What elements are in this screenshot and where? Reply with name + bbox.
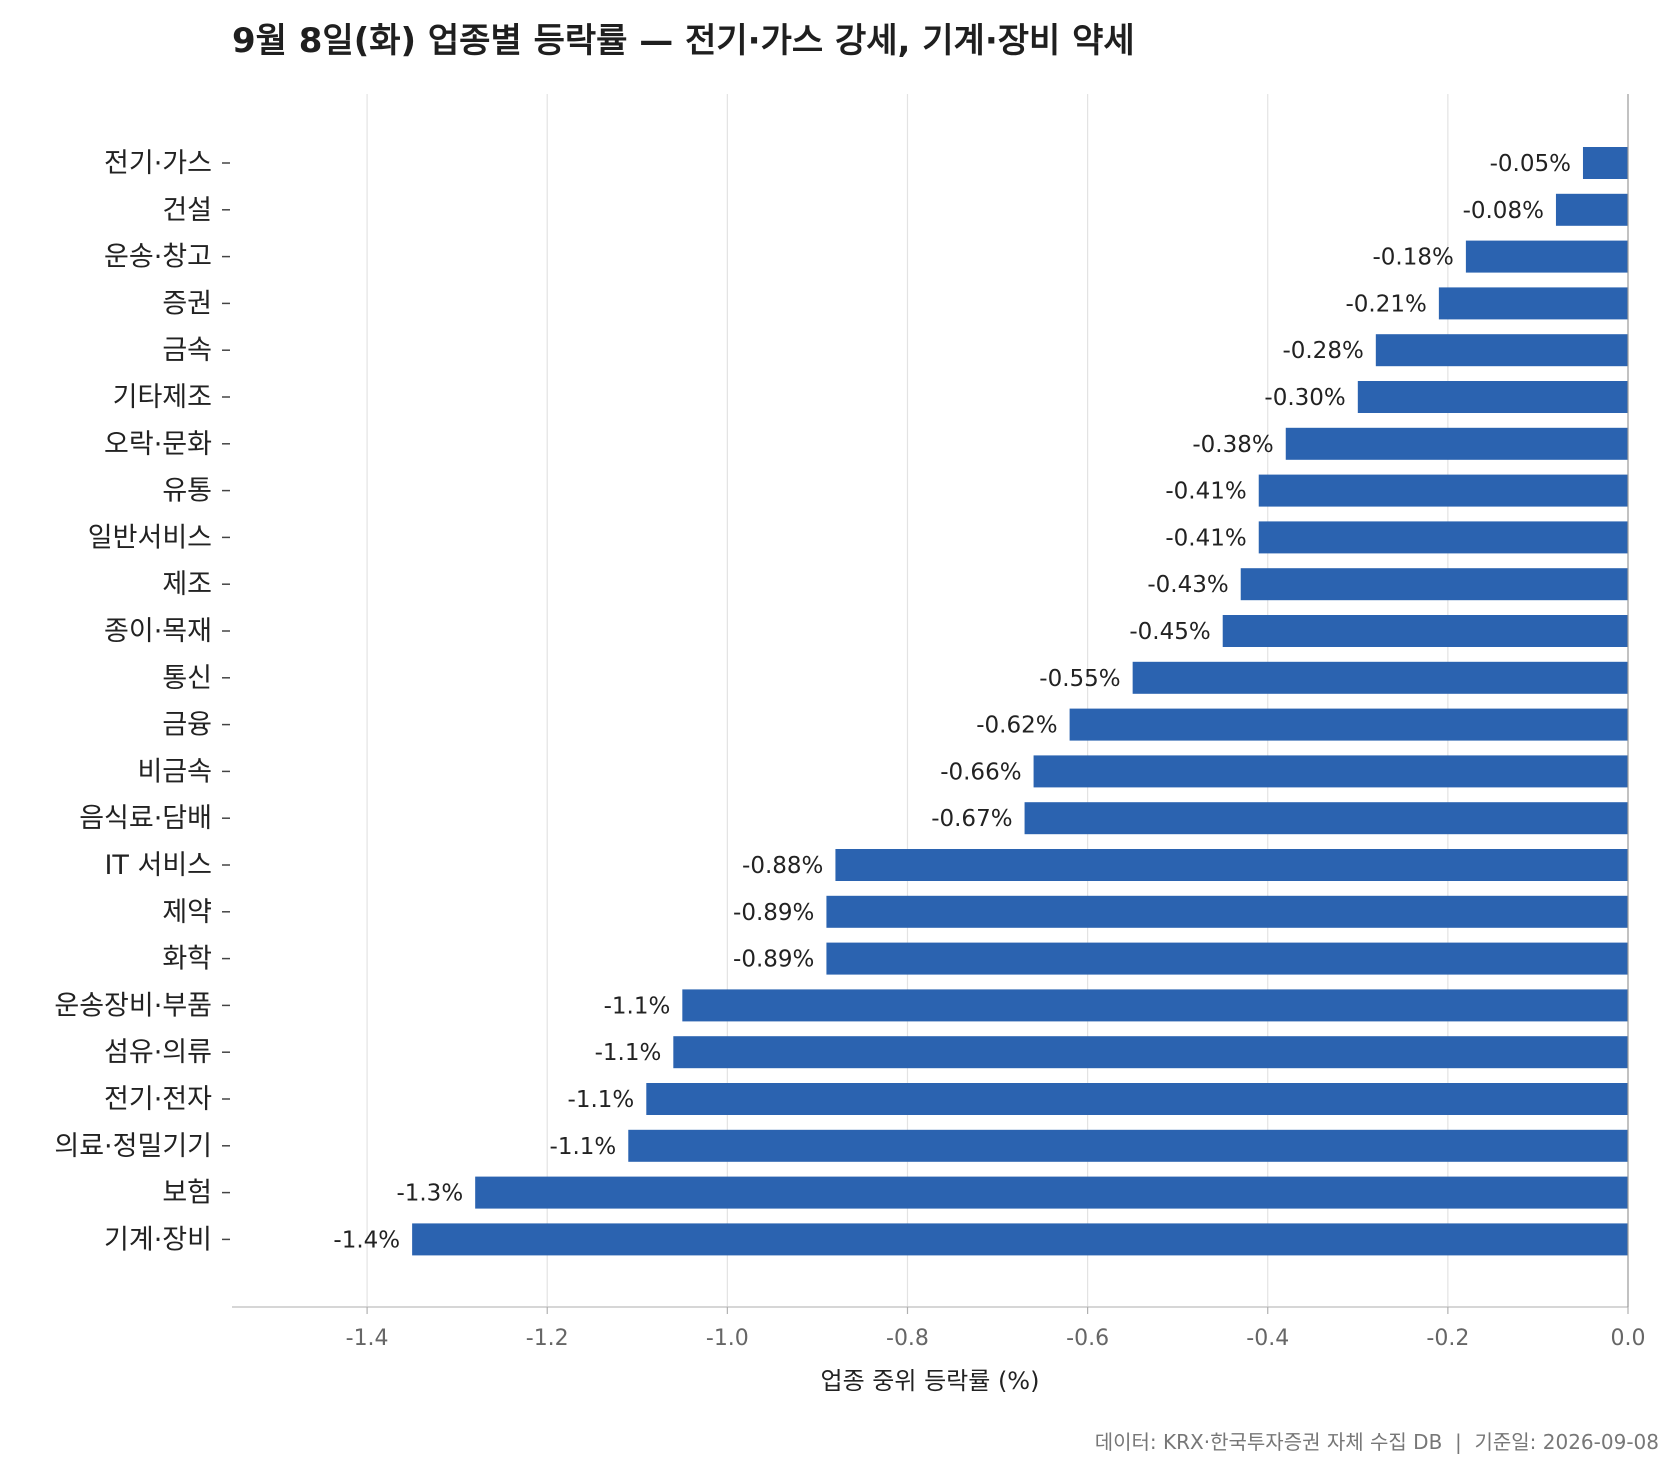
bar	[628, 1129, 1628, 1162]
value-label: -1.3%	[396, 1181, 463, 1207]
bar	[1582, 147, 1628, 179]
category-label: 기계·장비	[104, 1224, 212, 1255]
bar	[412, 1223, 1628, 1256]
category-label: 통신	[162, 663, 212, 694]
x-tick-label: -0.6	[1066, 1326, 1109, 1351]
x-tick-label: -0.2	[1426, 1326, 1469, 1351]
label-layer: -1.4 -1.2 -1.0 -0.8 -0.6 -0.4 -0.2 0.0 전기·가스 -0.0…	[54, 148, 1645, 1351]
source-note: 데이터: KRX·한국투자증권 자체 수집 DB | 기준일: 2026-09-…	[1095, 1430, 1659, 1454]
bar	[1258, 521, 1628, 554]
bar	[1285, 427, 1628, 460]
category-label: 의료·정밀기기	[54, 1131, 212, 1162]
value-label: -1.1%	[550, 1134, 617, 1160]
bar	[1375, 334, 1628, 367]
bar	[1465, 240, 1628, 273]
x-tick-label: -0.4	[1246, 1326, 1289, 1351]
x-axis-title: 업종 중위 등락률 (%)	[821, 1367, 1040, 1395]
x-tick-label: -1.2	[526, 1326, 569, 1351]
value-label: -0.41%	[1165, 479, 1246, 505]
category-label: 제조	[162, 569, 212, 600]
bar	[1258, 474, 1628, 507]
bar	[826, 895, 1628, 928]
value-label: -0.43%	[1147, 572, 1228, 598]
category-label: 전기·가스	[104, 148, 212, 179]
category-label: 보험	[162, 1178, 212, 1209]
bar	[1069, 708, 1628, 741]
category-label: 운송·창고	[104, 242, 212, 273]
category-label: 오락·문화	[104, 429, 212, 460]
bar	[646, 1083, 1628, 1115]
axis-layer	[232, 94, 1629, 1308]
category-label: 금융	[162, 710, 212, 741]
value-label: -1.1%	[568, 1087, 635, 1113]
grid-layer	[366, 94, 1449, 1307]
bar	[673, 1036, 1628, 1069]
category-label: 화학	[162, 944, 212, 975]
bar	[1438, 287, 1628, 320]
value-label: -0.89%	[733, 947, 814, 973]
category-label: 금속	[162, 335, 212, 366]
category-label: 건설	[162, 195, 212, 226]
x-tick-label: -1.4	[346, 1326, 389, 1351]
chart-title: 9월 8일(화) 업종별 등락률 — 전기·가스 강세, 기계·장비 약세	[232, 21, 1135, 61]
y-tick-layer	[222, 162, 1629, 1314]
category-label: 일반서비스	[88, 522, 212, 553]
category-label: 섬유·의류	[104, 1037, 212, 1068]
value-label: -0.08%	[1463, 198, 1544, 224]
bar	[1132, 661, 1628, 694]
value-label: -0.88%	[742, 853, 823, 879]
x-tick-label: -0.8	[886, 1326, 929, 1351]
value-label: -0.18%	[1373, 245, 1454, 271]
bar	[1033, 755, 1628, 788]
value-label: -0.66%	[940, 759, 1021, 785]
category-label: 비금속	[137, 756, 212, 787]
x-tick-label: 0.0	[1611, 1326, 1646, 1351]
bar	[1240, 568, 1628, 601]
category-label: 기타제조	[113, 382, 212, 413]
category-label: 증권	[162, 288, 212, 319]
x-tick-label: -1.0	[706, 1326, 749, 1351]
bar	[826, 942, 1628, 975]
category-label: IT 서비스	[104, 850, 212, 881]
category-label: 운송장비·부품	[54, 990, 212, 1021]
bar-layer	[412, 147, 1628, 1256]
category-label: 전기·전자	[104, 1084, 212, 1115]
value-label: -1.1%	[595, 1040, 662, 1066]
bar	[1024, 802, 1628, 835]
value-label: -0.28%	[1282, 338, 1363, 364]
bar	[475, 1176, 1628, 1209]
value-label: -0.55%	[1039, 666, 1120, 692]
value-label: -0.21%	[1345, 291, 1426, 317]
value-label: -0.30%	[1264, 385, 1345, 411]
bar	[1357, 381, 1628, 413]
category-label: 유통	[162, 476, 212, 507]
category-label: 음식료·담배	[79, 803, 212, 834]
value-label: -0.38%	[1192, 432, 1273, 458]
value-label: -1.4%	[333, 1227, 400, 1253]
bar	[1555, 193, 1628, 226]
bar	[835, 849, 1628, 881]
value-label: -0.89%	[733, 900, 814, 926]
value-label: -0.67%	[931, 806, 1012, 832]
value-label: -0.62%	[976, 713, 1057, 739]
value-label: -0.05%	[1490, 151, 1571, 177]
value-label: -1.1%	[604, 993, 671, 1019]
bar	[682, 989, 1628, 1022]
category-label: 제약	[162, 897, 212, 928]
bar	[1222, 615, 1628, 647]
value-label: -0.45%	[1129, 619, 1210, 645]
value-label: -0.41%	[1165, 525, 1246, 551]
category-label: 종이·목재	[104, 616, 212, 647]
